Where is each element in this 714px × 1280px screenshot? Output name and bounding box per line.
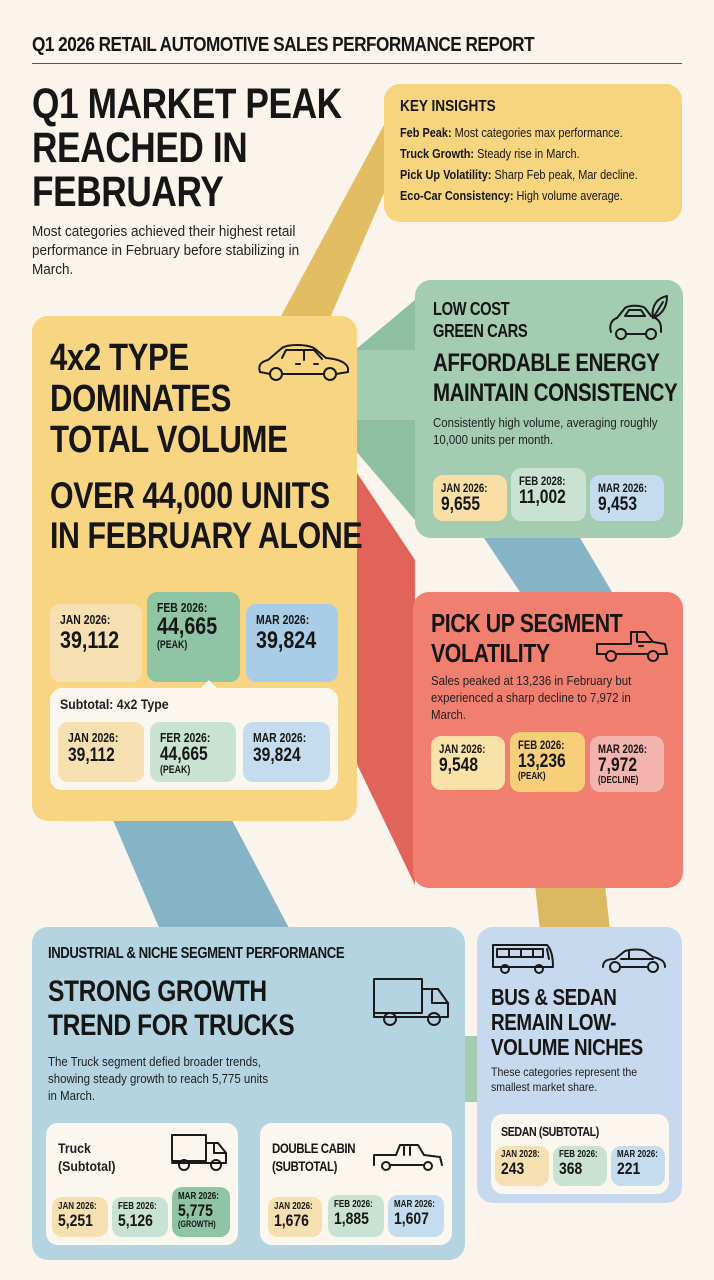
eco-car-leaf-icon bbox=[609, 295, 668, 340]
sedan-subtotal-title: SEDAN (SUBTOTAL) bbox=[501, 1124, 599, 1139]
box-truck-icon bbox=[171, 1134, 227, 1171]
month-tile-mar: MAR 2026: 7,972 (DECLINE) bbox=[590, 736, 664, 792]
key-insights-title: KEY INSIGHTS bbox=[400, 98, 496, 115]
green-cars-title: AFFORDABLE ENERGY MAINTAIN CONSISTENCY bbox=[433, 349, 678, 407]
month-tile-jan: JAN 2026: 9,655 bbox=[433, 475, 507, 521]
bus-sedan-title: BUS & SEDAN REMAIN LOW- VOLUME NICHES bbox=[491, 984, 643, 1060]
month-tile-mar: MAR 2026: 221 bbox=[611, 1146, 665, 1186]
industrial-card: INDUSTRIAL & NICHE SEGMENT PERFORMANCE S… bbox=[32, 927, 465, 1260]
industrial-description: The Truck segment defied broader trends,… bbox=[48, 1054, 269, 1103]
green-cars-card: LOW COST GREEN CARS AFFORDABLE ENERGY MA… bbox=[415, 280, 683, 538]
month-tile-jan: JAN 2028: 243 bbox=[495, 1146, 549, 1186]
header-divider bbox=[32, 63, 682, 64]
report-title: Q1 2026 RETAIL AUTOMOTIVE SALES PERFORMA… bbox=[32, 34, 535, 56]
month-tile-feb: FEB 2026: 5,126 bbox=[112, 1197, 168, 1237]
insight-item: Truck Growth: Steady rise in March. bbox=[400, 146, 580, 161]
month-tile-jan: JAN 2026: 9,548 bbox=[431, 736, 505, 790]
key-insights-card: KEY INSIGHTS Feb Peak: Most categories m… bbox=[384, 84, 682, 222]
month-tile-mar: MAR 2026: 5,775 (GROWTH) bbox=[172, 1187, 230, 1237]
month-tile-feb: FEB 2028: 11,002 bbox=[511, 468, 586, 521]
type-4x2-card: 4x2 TYPE DOMINATES TOTAL VOLUME OVER 44,… bbox=[32, 316, 363, 821]
type-4x2-headline: OVER 44,000 UNITS IN FEBRUARY ALONE bbox=[50, 475, 363, 556]
pointer-arrow bbox=[200, 680, 218, 689]
month-tile-feb: FEB 2026: 1,885 bbox=[328, 1195, 384, 1237]
month-tile-mar: MAR 2026: 1,607 bbox=[388, 1195, 444, 1237]
month-tile-feb: FEB 2026: 13,236 (PEAK) bbox=[510, 732, 585, 792]
pickup-truck-icon bbox=[596, 631, 668, 662]
bus-sedan-description: These categories represent the smallest … bbox=[491, 1065, 638, 1094]
pickup-description: Sales peaked at 13,236 in February but e… bbox=[431, 673, 632, 722]
sedan-car-icon bbox=[258, 344, 349, 381]
double-cabin-pickup-icon bbox=[373, 1144, 443, 1171]
pickup-title: PICK UP SEGMENT VOLATILITY bbox=[431, 608, 623, 668]
truck-subtotal-panel: Truck (Subtotal) JAN 2026: 5,251 FEB 202… bbox=[46, 1123, 238, 1245]
subtotal-tile-feb: FER 2026: 44,665 (PEAK) bbox=[150, 722, 236, 782]
subtotal-4x2-title: Subtotal: 4x2 Type bbox=[60, 696, 169, 712]
double-cabin-title: DOUBLE CABIN (SUBTOTAL) bbox=[272, 1140, 356, 1174]
insight-item: Pick Up Volatility: Sharp Feb peak, Mar … bbox=[400, 167, 638, 182]
truck-subtotal-title: Truck (Subtotal) bbox=[58, 1140, 116, 1174]
subtotal-4x2-panel: Subtotal: 4x2 Type JAN 2026: 39,112 FER … bbox=[50, 680, 338, 790]
insight-item: Feb Peak: Most categories max performanc… bbox=[400, 125, 623, 140]
month-tile-jan: JAN 2026: 1,676 bbox=[268, 1197, 322, 1237]
month-tile-feb: FEB 2026: 368 bbox=[553, 1146, 607, 1186]
insight-item: Eco-Car Consistency: High volume average… bbox=[400, 188, 623, 203]
month-tile-mar: MAR 2026: 39,824 bbox=[246, 604, 338, 682]
pickup-card: PICK UP SEGMENT VOLATILITY Sales peaked … bbox=[413, 592, 683, 888]
type-4x2-title: 4x2 TYPE DOMINATES TOTAL VOLUME bbox=[50, 337, 288, 461]
industrial-eyebrow: INDUSTRIAL & NICHE SEGMENT PERFORMANCE bbox=[48, 945, 345, 962]
industrial-title: STRONG GROWTH TREND FOR TRUCKS bbox=[48, 975, 295, 1042]
bus-icon bbox=[492, 944, 554, 974]
double-cabin-subtotal-panel: DOUBLE CABIN (SUBTOTAL) JAN 2026: 1,676 … bbox=[260, 1123, 452, 1245]
hero-title: Q1 MARKET PEAK REACHED IN FEBRUARY bbox=[32, 80, 342, 216]
sedan-car-icon bbox=[602, 948, 666, 973]
bus-sedan-card: BUS & SEDAN REMAIN LOW- VOLUME NICHES Th… bbox=[477, 927, 682, 1203]
box-truck-icon bbox=[373, 978, 449, 1026]
subtotal-tile-mar: MAR 2026: 39,824 bbox=[243, 722, 330, 782]
green-cars-eyebrow: LOW COST GREEN CARS bbox=[433, 299, 528, 341]
month-tile-jan: JAN 2026: 5,251 bbox=[52, 1197, 108, 1237]
month-tile-feb: FEB 2026: 44,665 (PEAK) bbox=[147, 592, 240, 682]
month-tile-jan: JAN 2026: 39,112 bbox=[50, 604, 142, 682]
green-cars-description: Consistently high volume, averaging roug… bbox=[433, 415, 658, 447]
month-tile-mar: MAR 2026: 9,453 bbox=[590, 475, 664, 521]
subtotal-tile-jan: JAN 2026: 39,112 bbox=[58, 722, 144, 782]
sedan-subtotal-panel: SEDAN (SUBTOTAL) JAN 2028: 243 FEB 2026:… bbox=[491, 1114, 669, 1194]
hero-subtitle: Most categories achieved their highest r… bbox=[32, 223, 300, 278]
